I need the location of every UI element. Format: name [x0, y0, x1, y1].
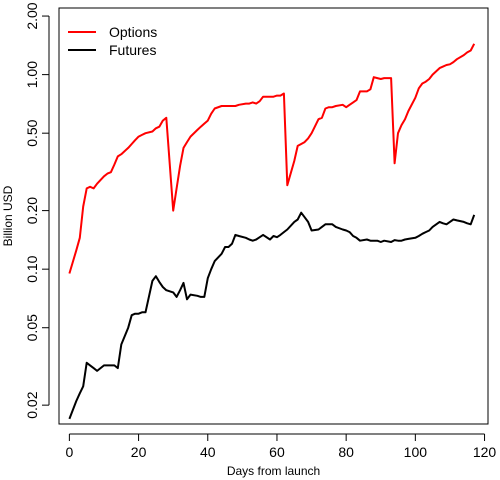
x-tick-label: 80 — [338, 444, 354, 460]
x-axis-label: Days from launch — [227, 464, 320, 478]
series-line-options — [68, 43, 476, 274]
series-line-futures — [68, 211, 476, 420]
x-tick-label: 60 — [269, 444, 285, 460]
y-tick-label: 2.00 — [24, 2, 40, 29]
plot-area-frame — [58, 7, 489, 425]
y-tick-label: 0.02 — [24, 391, 40, 418]
y-tick-label: 0.50 — [24, 119, 40, 146]
y-tick-label: 0.10 — [24, 255, 40, 282]
x-axis: 0 20 40 60 80 100 120 — [65, 433, 497, 460]
y-axis-label: Billion USD — [1, 185, 15, 246]
x-tick-label: 20 — [131, 444, 147, 460]
legend-label-options: Options — [109, 24, 157, 40]
legend: Options Futures — [68, 24, 157, 58]
x-tick-label: 100 — [404, 444, 428, 460]
x-tick-label: 120 — [473, 444, 497, 460]
x-tick-label: 40 — [200, 444, 216, 460]
y-axis: 0.02 0.05 0.10 0.20 0.50 1.00 2.00 — [24, 2, 50, 419]
y-tick-label: 0.05 — [24, 314, 40, 341]
legend-label-futures: Futures — [109, 42, 156, 58]
x-tick-label: 0 — [65, 444, 73, 460]
y-tick-label: 1.00 — [24, 61, 40, 88]
y-tick-label: 0.20 — [24, 197, 40, 224]
series-layer — [68, 43, 476, 420]
